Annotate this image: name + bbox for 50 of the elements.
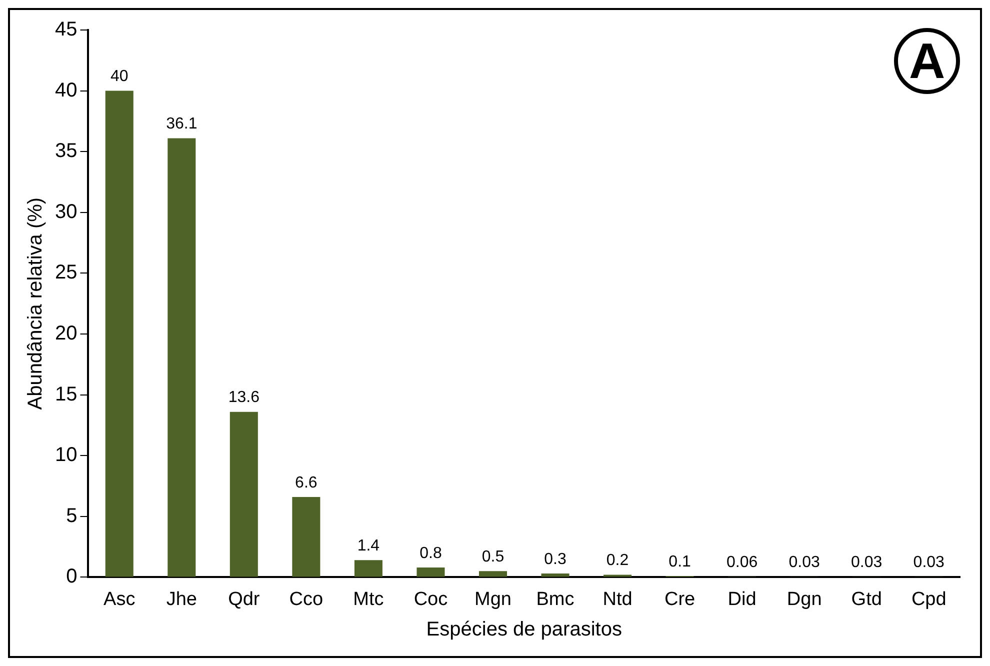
- bar: [292, 496, 320, 577]
- data-label: 0.8: [420, 544, 442, 562]
- bar: [354, 560, 382, 577]
- y-tick-label: 5: [66, 504, 78, 527]
- y-tick-label: 45: [54, 18, 78, 41]
- bar: [105, 90, 134, 577]
- x-tick-label: Cre: [664, 588, 696, 610]
- data-label: 0.06: [726, 554, 758, 571]
- x-tick-label: Qdr: [228, 588, 260, 610]
- x-tick-label: Mtc: [353, 588, 384, 610]
- y-tick-label: 10: [54, 444, 78, 466]
- data-label: 0.03: [913, 554, 945, 572]
- data-label: 0.1: [668, 553, 692, 570]
- data-label: 1.4: [357, 538, 380, 555]
- y-tick-label: 25: [54, 262, 78, 284]
- bar: [230, 412, 258, 577]
- y-tick-label: 30: [54, 200, 78, 223]
- data-label: 0.3: [544, 550, 566, 568]
- y-tick-label: 15: [54, 383, 78, 406]
- x-tick-label: Cco: [289, 588, 324, 610]
- data-label: 40: [110, 68, 128, 86]
- y-tick-label: 20: [54, 322, 78, 345]
- x-tick-label: Bmc: [536, 588, 574, 610]
- data-label: 0.03: [851, 554, 882, 572]
- bar: [168, 138, 196, 577]
- y-tick-label: 35: [54, 140, 78, 162]
- circle-badge: A: [894, 28, 960, 94]
- data-label: 13.6: [228, 389, 260, 406]
- y-axis-title: Abundância relativa (%): [24, 197, 47, 410]
- x-tick-label: Dgn: [786, 588, 822, 610]
- x-tick-label: Coc: [414, 588, 448, 610]
- x-tick-label: Mgn: [474, 588, 512, 610]
- data-label: 0.03: [788, 554, 820, 572]
- y-tick-label: 0: [66, 566, 78, 588]
- x-tick-label: Ntd: [602, 588, 632, 610]
- x-tick-label: Asc: [104, 588, 136, 610]
- data-label: 6.6: [295, 474, 318, 492]
- x-tick-label: Gtd: [851, 588, 882, 610]
- bar: [478, 571, 507, 577]
- annotation: A: [908, 32, 946, 90]
- x-tick-label: Jhe: [166, 588, 197, 610]
- x-axis-title: Espécies de parasitos: [426, 618, 622, 641]
- x-tick-label: Cpd: [911, 588, 946, 610]
- y-tick-label: 40: [54, 79, 78, 102]
- data-label: 0.2: [606, 552, 629, 570]
- data-label: 36.1: [166, 116, 198, 133]
- bar: [541, 574, 570, 577]
- bar: [416, 567, 445, 577]
- x-tick-label: Did: [728, 588, 756, 610]
- data-label: 0.5: [482, 548, 504, 566]
